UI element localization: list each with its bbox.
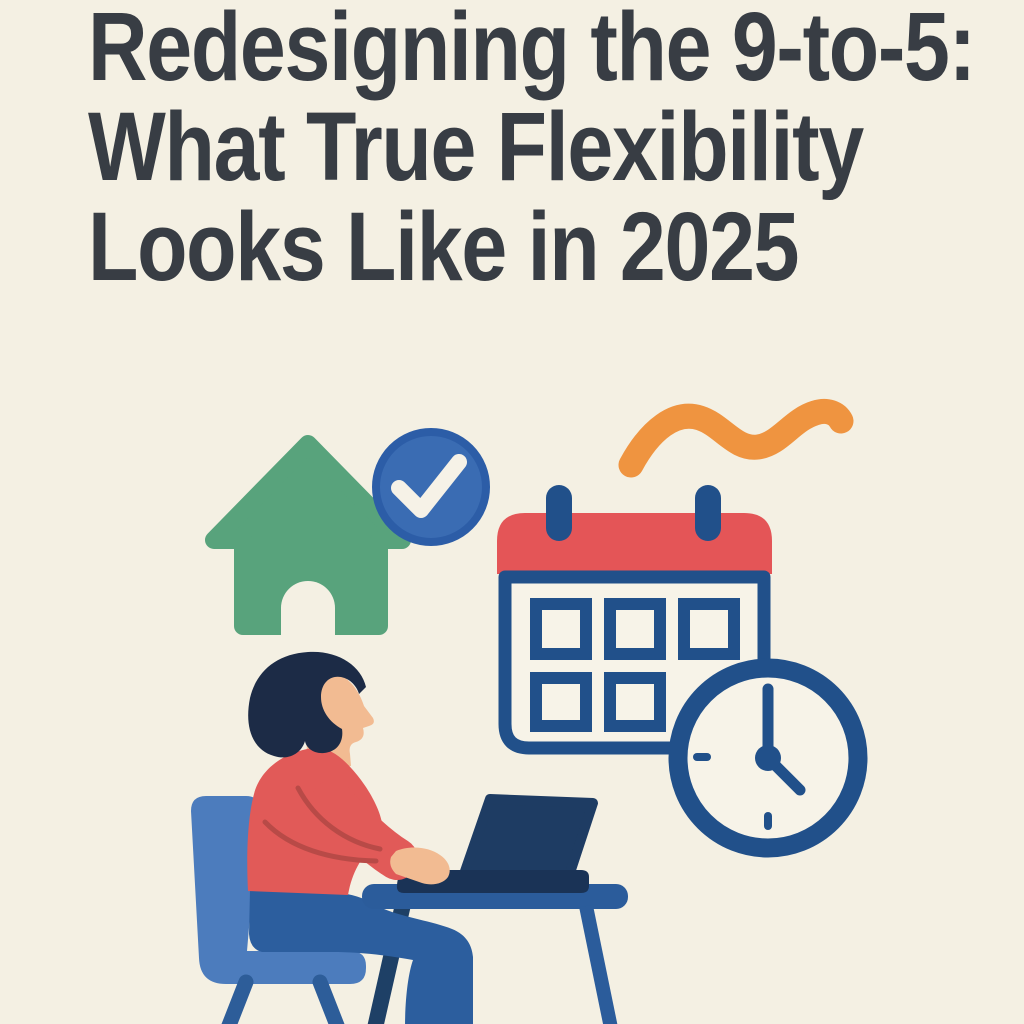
calendar-cell <box>604 672 666 732</box>
woman-working-at-desk <box>191 651 628 1024</box>
calendar-peg-left <box>546 485 572 541</box>
poster-title: Redesigning the 9-to-5: What True Flexib… <box>88 0 976 301</box>
calendar-cell <box>604 598 666 660</box>
clock-icon <box>668 658 868 858</box>
woman-legs-jeans <box>249 890 473 1024</box>
laptop-screen <box>458 794 598 884</box>
title-line-1: Redesigning the 9-to-5: <box>88 0 976 101</box>
calendar-cell <box>530 672 592 732</box>
woman-hand <box>390 847 450 885</box>
house-door <box>281 581 335 636</box>
desk-right-leg <box>579 904 618 1024</box>
chair-front-leg <box>312 974 345 1024</box>
check-mark-icon <box>391 454 467 518</box>
title-line-2: What True Flexibility <box>88 92 864 201</box>
chair <box>191 796 366 984</box>
calendar-cell <box>678 598 740 660</box>
house-icon <box>205 435 411 636</box>
calendar-grid <box>530 598 740 732</box>
calendar-peg-right <box>695 485 721 541</box>
check-badge-icon <box>372 428 490 546</box>
sweater-fold-line-2 <box>295 785 383 852</box>
woman-hair <box>248 651 366 758</box>
sweater-fold-line-1 <box>262 819 379 864</box>
chair-back-leg <box>221 974 254 1024</box>
woman-arm-sleeve <box>311 780 418 880</box>
title-line-3: Looks Like in 2025 <box>88 192 800 301</box>
wave-squiggle-icon <box>618 398 854 478</box>
clock-hub <box>755 745 781 771</box>
calendar-header <box>497 513 772 574</box>
calendar-cell <box>530 598 592 660</box>
